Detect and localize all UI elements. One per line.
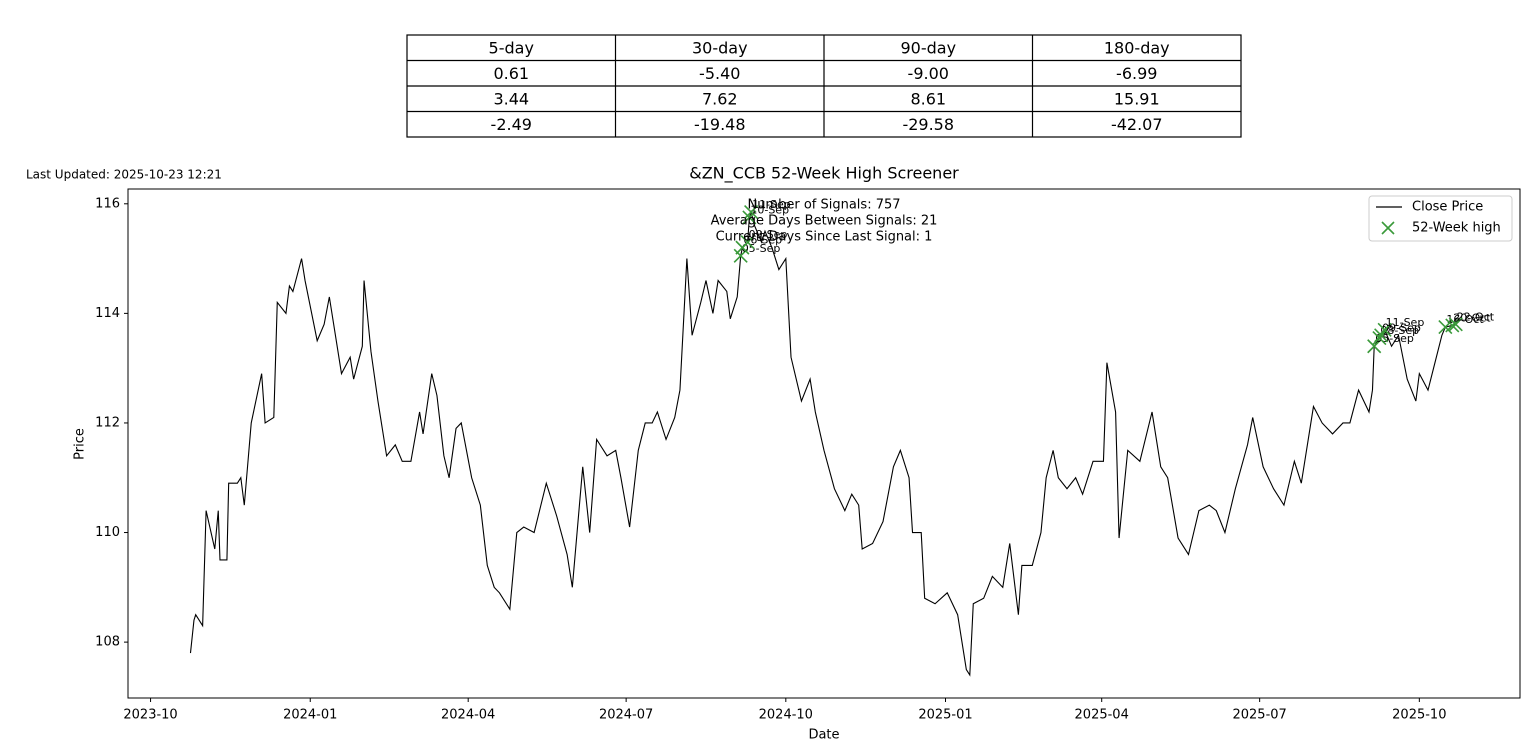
table-cell: -5.40 xyxy=(699,64,740,83)
x-tick-label: 2025-07 xyxy=(1232,708,1286,723)
table-cell: 8.61 xyxy=(910,89,946,108)
table-header: 30-day xyxy=(692,38,748,57)
y-tick-label: 108 xyxy=(95,635,120,650)
table-cell: -2.49 xyxy=(491,115,532,134)
signal-label: 10-Sep xyxy=(750,203,789,216)
y-tick-label: 112 xyxy=(95,415,120,430)
signal-label: 08-Sep xyxy=(1380,324,1419,337)
annotation: Current Days Since Last Signal: 1 xyxy=(716,230,933,245)
table-cell: -6.99 xyxy=(1116,64,1157,83)
x-tick-label: 2024-10 xyxy=(759,708,813,723)
y-tick-label: 110 xyxy=(95,525,120,540)
signal-marker xyxy=(740,235,755,250)
signal-label: 05-Sep xyxy=(1375,332,1414,345)
table-header: 180-day xyxy=(1104,38,1170,57)
signal-label: 09-Sep xyxy=(1382,321,1421,334)
y-tick-label: 114 xyxy=(95,306,120,321)
signal-marker xyxy=(744,204,759,220)
signal-marker xyxy=(1367,339,1382,354)
signal-marker xyxy=(742,210,757,225)
x-tick-label: 2025-01 xyxy=(918,708,972,723)
y-tick-label: 116 xyxy=(95,196,120,211)
signal-label: 11-Sep xyxy=(1386,316,1425,329)
signal-marker xyxy=(733,248,748,263)
table-cell: -19.48 xyxy=(694,115,746,134)
signal-marker xyxy=(1377,322,1392,337)
x-axis-label: Date xyxy=(808,728,839,743)
signal-marker xyxy=(1448,317,1463,332)
table-header: 90-day xyxy=(900,38,956,57)
signal-label: 11-Sep xyxy=(752,198,791,211)
annotation: Average Days Between Signals: 21 xyxy=(711,214,938,229)
plot-frame xyxy=(127,188,1521,699)
legend-label: 52-Week high xyxy=(1412,221,1501,236)
x-tick-label: 2025-10 xyxy=(1392,708,1446,723)
x-tick-label: 2025-04 xyxy=(1075,708,1129,723)
signal-label: 22-Oct xyxy=(1457,310,1495,323)
x-tick-label: 2024-01 xyxy=(283,708,337,723)
annotation: Number of Signals: 757 xyxy=(747,198,900,213)
table-cell: 0.61 xyxy=(493,64,529,83)
legend-box xyxy=(1368,195,1513,242)
signal-label: 20-Oct xyxy=(1453,311,1491,324)
legend-label: Close Price xyxy=(1412,200,1483,215)
table-header: 5-day xyxy=(489,38,534,57)
last-updated: Last Updated: 2025-10-23 12:21 xyxy=(26,168,222,182)
signal-marker xyxy=(1445,318,1460,333)
table-cell: 15.91 xyxy=(1114,89,1160,108)
price-line xyxy=(189,209,1456,677)
x-tick-label: 2023-10 xyxy=(123,708,177,723)
legend-marker xyxy=(1381,221,1395,235)
signal-label: 09-Sep xyxy=(749,228,788,241)
table-cell: 3.44 xyxy=(493,89,529,108)
x-tick-label: 2024-04 xyxy=(441,708,495,723)
table-cell: -42.07 xyxy=(1111,115,1163,134)
chart-title: &ZN_CCB 52-Week High Screener xyxy=(689,164,959,184)
table-cell: -9.00 xyxy=(908,64,949,83)
x-tick-label: 2024-07 xyxy=(599,708,653,723)
table-cell: -29.58 xyxy=(902,115,954,134)
table-cell: 7.62 xyxy=(702,89,738,108)
y-axis-label: Price xyxy=(73,428,88,460)
